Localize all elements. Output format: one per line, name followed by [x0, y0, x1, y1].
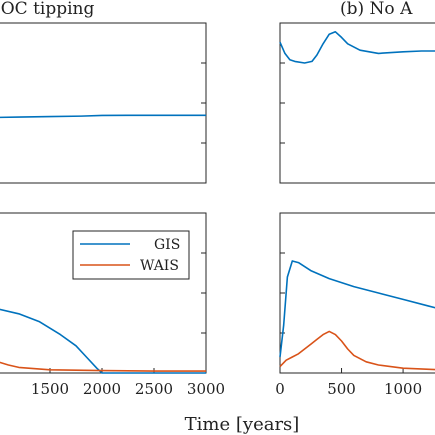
x-tick-label: 2500 [135, 380, 173, 398]
legend: GIS WAIS [72, 230, 190, 280]
x-tick-label: 500 [327, 380, 356, 398]
x-tick-label: 1000 [384, 380, 422, 398]
series-line-s0 [279, 31, 435, 64]
axes-bottom-left: 1500 2000 2500 3000 [0, 212, 225, 398]
x-tick-label: 2000 [83, 380, 121, 398]
x-tick-label: 3000 [187, 380, 225, 398]
legend-label-gis: GIS [154, 237, 180, 253]
series-line-gis [0, 308, 206, 374]
axes-frame [279, 22, 435, 184]
series-line-wais [279, 330, 435, 371]
legend-label-wais: WAIS [140, 258, 179, 274]
panel-title-left: IOC tipping [0, 0, 94, 19]
series-line-wais [0, 361, 206, 372]
axes-top-right [279, 22, 435, 184]
axes-frame [279, 212, 435, 374]
series-line-gis [279, 260, 435, 358]
axes-top-left [0, 22, 207, 184]
x-axis-label: Time [years] [185, 414, 300, 435]
series-line-s0 [0, 114, 206, 119]
legend-box [72, 230, 190, 280]
x-tick-label: 1500 [31, 380, 69, 398]
x-tick-label: 0 [275, 380, 285, 398]
axes-bottom-right: 0 500 1000 [275, 212, 435, 398]
panel-title-right: (b) No A [340, 0, 413, 19]
axes-frame [0, 22, 207, 184]
